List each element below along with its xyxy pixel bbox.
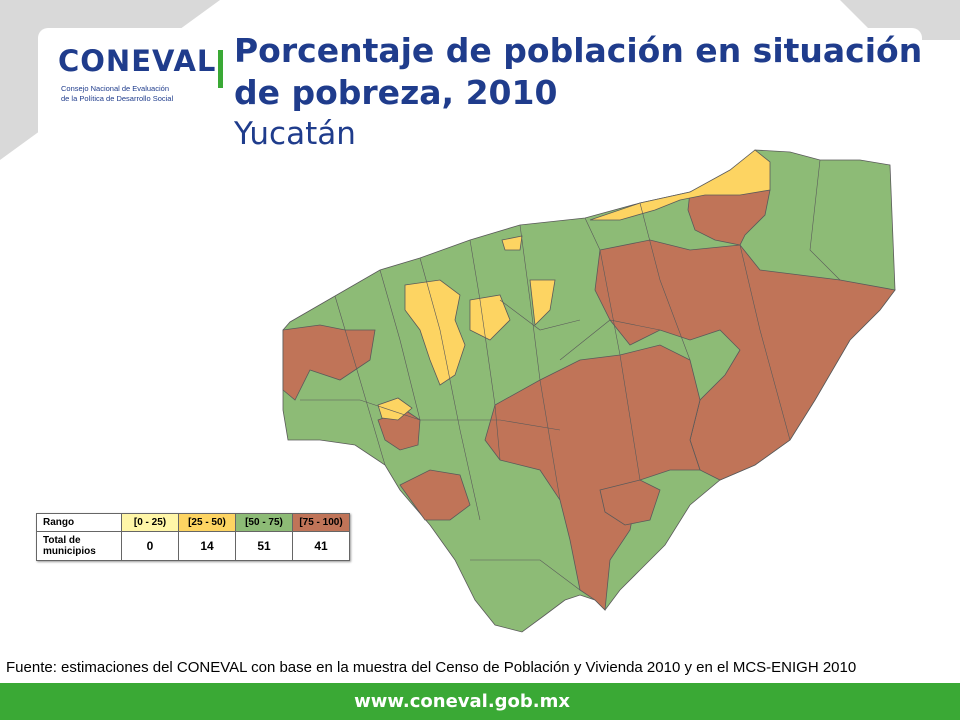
region-75-100-east (594, 239, 896, 481)
region-75-100-central (484, 344, 701, 611)
region-25-50-center-2 (529, 279, 556, 326)
legend-count-75-100: 41 (292, 531, 350, 561)
title-accent-bar (218, 50, 223, 88)
yucatan-choropleth-map (282, 149, 896, 633)
legend-range-75-100: [75 - 100) (292, 513, 350, 532)
logo-tagline-1: Consejo Nacional de Evaluación (61, 84, 169, 93)
page-title: Porcentaje de población en situación de … (234, 31, 923, 112)
region-25-50-north-small (501, 235, 523, 251)
region-25-50-north-coast (589, 149, 771, 221)
region-25-50-center-1 (469, 294, 511, 341)
legend-row-range: Rango [0 - 25) [25 - 50) [50 - 75) [75 -… (36, 513, 350, 532)
legend-count-0-25: 0 (121, 531, 179, 561)
legend-count-label: Total de municipios (36, 531, 122, 561)
source-note: Fuente: estimaciones del CONEVAL con bas… (6, 659, 857, 676)
footer-bar: www.coneval.gob.mx (0, 683, 960, 720)
region-25-50-merida (404, 279, 466, 386)
footer-url-link[interactable]: www.coneval.gob.mx (354, 691, 570, 712)
region-75-100-west (282, 324, 376, 401)
legend-range-label: Rango (36, 513, 122, 532)
legend-range-50-75: [50 - 75) (235, 513, 293, 532)
logo-tagline-2: de la Política de Desarrollo Social (61, 94, 174, 103)
municipal-boundaries (300, 159, 841, 591)
logo-word: CONEVAL (58, 44, 217, 78)
header-panel (38, 28, 922, 158)
legend-range-25-50: [25 - 50) (178, 513, 236, 532)
page-subtitle: Yucatán (234, 116, 356, 152)
coneval-logo: CONEVAL Consejo Nacional de Evaluación d… (58, 44, 215, 106)
region-75-100-south (399, 469, 471, 521)
legend-row-count: Total de municipios 0 14 51 41 (36, 531, 350, 561)
legend-table: Rango [0 - 25) [25 - 50) [50 - 75) [75 -… (36, 513, 350, 561)
legend-range-0-25: [0 - 25) (121, 513, 179, 532)
legend-count-25-50: 14 (178, 531, 236, 561)
legend-count-50-75: 51 (235, 531, 293, 561)
